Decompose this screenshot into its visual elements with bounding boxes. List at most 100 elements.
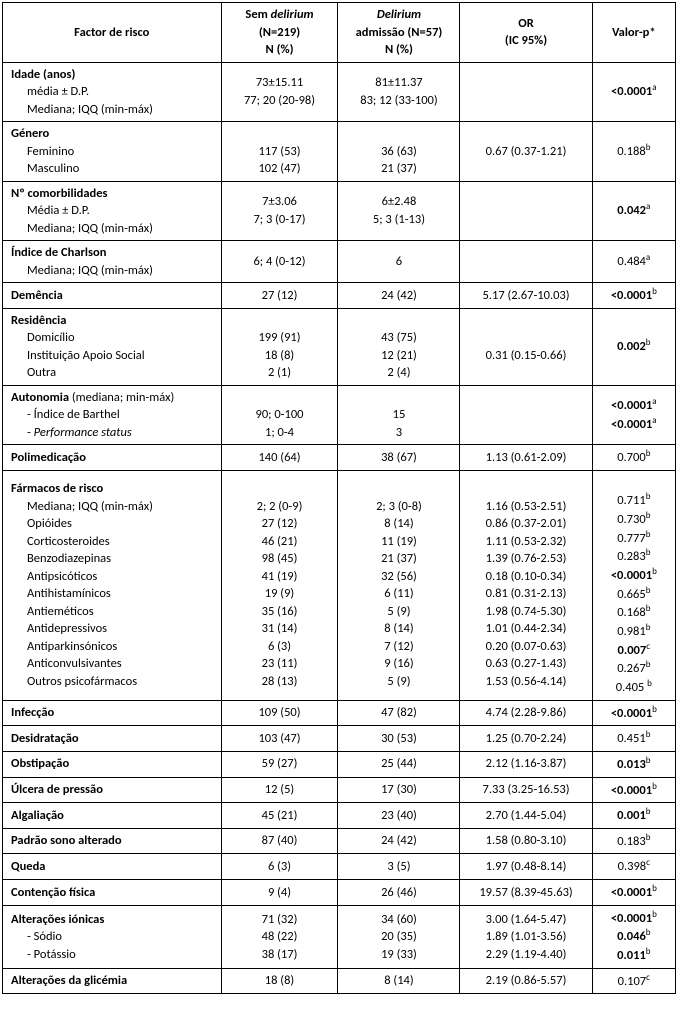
factor-cell: Úlcera de pressão <box>3 777 222 803</box>
del-cell: 43 (75)12 (21)2 (4) <box>338 308 460 385</box>
p-cell: 0.188b <box>592 122 675 182</box>
del-cell: 30 (53) <box>338 726 460 752</box>
table-row: Obstipação59 (27)25 (44)2.12 (1.16-3.87)… <box>3 751 676 777</box>
sem-cell: 73±15.1177; 20 (20-98) <box>221 62 338 122</box>
sem-cell: 7±3.067; 3 (0-17) <box>221 181 338 241</box>
factor-cell: Idade (anos)média ± D.P.Mediana; IQQ (mi… <box>3 62 222 122</box>
factor-cell: Obstipação <box>3 751 222 777</box>
or-cell: 7.33 (3.25-16.53) <box>460 777 592 803</box>
p-cell: <0.0001b <box>592 700 675 726</box>
p-cell: 0.451b <box>592 726 675 752</box>
p-cell: 0.398c <box>592 854 675 880</box>
factor-cell: Desidratação <box>3 726 222 752</box>
factor-cell: Contenção física <box>3 880 222 906</box>
header-factor: Factor de risco <box>3 3 222 63</box>
factor-cell: ResidênciaDomicílioInstituição Apoio Soc… <box>3 308 222 385</box>
table-row: Úlcera de pressão12 (5)17 (30)7.33 (3.25… <box>3 777 676 803</box>
or-cell: 5.17 (2.67-10.03) <box>460 283 592 309</box>
del-cell: 24 (42) <box>338 283 460 309</box>
or-cell: 1.13 (0.61-2.09) <box>460 445 592 471</box>
sem-cell: 45 (21) <box>221 803 338 829</box>
or-cell: 0.67 (0.37-1.21) <box>460 122 592 182</box>
p-cell: <0.0001b <box>592 777 675 803</box>
or-cell <box>460 62 592 122</box>
risk-factors-table: Factor de riscoSem delirium(N=219)N (%)D… <box>2 2 676 994</box>
del-cell: 6±2.485; 3 (1-13) <box>338 181 460 241</box>
p-cell: 0.042a <box>592 181 675 241</box>
p-cell: <0.0001a<0.0001a <box>592 385 675 445</box>
sem-cell: 140 (64) <box>221 445 338 471</box>
table-row: Nº comorbilidadesMédia ± D.P.Mediana; IQ… <box>3 181 676 241</box>
factor-cell: Padrão sono alterado <box>3 828 222 854</box>
p-cell: <0.0001b <box>592 880 675 906</box>
del-cell: 81±11.3783; 12 (33-100) <box>338 62 460 122</box>
header-or: OR(IC 95%) <box>460 3 592 63</box>
table-row: GéneroFemininoMasculino 117 (53)102 (47)… <box>3 122 676 182</box>
sem-cell: 90; 0-1001; 0-4 <box>221 385 338 445</box>
del-cell: 17 (30) <box>338 777 460 803</box>
del-cell: 25 (44) <box>338 751 460 777</box>
factor-cell: GéneroFemininoMasculino <box>3 122 222 182</box>
p-cell: 0.700b <box>592 445 675 471</box>
del-cell: 24 (42) <box>338 828 460 854</box>
header-delirium: Deliriumadmissão (N=57)N (%) <box>338 3 460 63</box>
table-row: Índice de CharlsonMediana; IQQ (min-máx)… <box>3 241 676 283</box>
or-cell: 2.70 (1.44-5.04) <box>460 803 592 829</box>
or-cell: 4.74 (2.28-9.86) <box>460 700 592 726</box>
p-cell: 0.001b <box>592 803 675 829</box>
factor-cell: Algaliação <box>3 803 222 829</box>
del-cell: 34 (60)20 (35)19 (33) <box>338 905 460 968</box>
or-cell: 19.57 (8.39-45.63) <box>460 880 592 906</box>
sem-cell: 12 (5) <box>221 777 338 803</box>
or-cell: 1.16 (0.53-2.51)0.86 (0.37-2.01)1.11 (0.… <box>460 470 592 700</box>
table-row: Alterações da glicémia18 (8)8 (14)2.19 (… <box>3 968 676 994</box>
or-cell: 1.25 (0.70-2.24) <box>460 726 592 752</box>
sem-cell: 9 (4) <box>221 880 338 906</box>
sem-cell: 2; 2 (0-9)27 (12)46 (21)98 (45)41 (19)19… <box>221 470 338 700</box>
sem-cell: 6 (3) <box>221 854 338 880</box>
sem-cell: 27 (12) <box>221 283 338 309</box>
p-cell: 0.711b0.730b0.777b0.283b<0.0001b0.665b0.… <box>592 470 675 700</box>
del-cell: 47 (82) <box>338 700 460 726</box>
table-row: Queda6 (3)3 (5)1.97 (0.48-8.14)0.398c <box>3 854 676 880</box>
p-cell: 0.107c <box>592 968 675 994</box>
sem-cell: 109 (50) <box>221 700 338 726</box>
factor-cell: Índice de CharlsonMediana; IQQ (min-máx) <box>3 241 222 283</box>
factor-cell: Nº comorbilidadesMédia ± D.P.Mediana; IQ… <box>3 181 222 241</box>
or-cell <box>460 241 592 283</box>
del-cell: 8 (14) <box>338 968 460 994</box>
table-row: Desidratação103 (47)30 (53)1.25 (0.70-2.… <box>3 726 676 752</box>
table-row: Polimedicação140 (64)38 (67)1.13 (0.61-2… <box>3 445 676 471</box>
del-cell: 36 (63)21 (37) <box>338 122 460 182</box>
factor-cell: Polimedicação <box>3 445 222 471</box>
p-cell: 0.484a <box>592 241 675 283</box>
p-cell: <0.0001b <box>592 283 675 309</box>
or-cell: 3.00 (1.64-5.47)1.89 (1.01-3.56)2.29 (1.… <box>460 905 592 968</box>
sem-cell: 71 (32)48 (22)38 (17) <box>221 905 338 968</box>
sem-cell: 18 (8) <box>221 968 338 994</box>
del-cell: 23 (40) <box>338 803 460 829</box>
p-cell: 0.002b <box>592 308 675 385</box>
sem-cell: 87 (40) <box>221 828 338 854</box>
or-cell: 1.97 (0.48-8.14) <box>460 854 592 880</box>
factor-cell: Autonomia (mediana; min-máx)- Índice de … <box>3 385 222 445</box>
or-cell <box>460 181 592 241</box>
table-row: Autonomia (mediana; min-máx)- Índice de … <box>3 385 676 445</box>
sem-cell: 103 (47) <box>221 726 338 752</box>
sem-cell: 59 (27) <box>221 751 338 777</box>
table-row: Alterações iónicas- Sódio- Potássio71 (3… <box>3 905 676 968</box>
header-p: Valor-p* <box>592 3 675 63</box>
table-row: Fármacos de riscoMediana; IQQ (min-máx)O… <box>3 470 676 700</box>
factor-cell: Demência <box>3 283 222 309</box>
factor-cell: Alterações da glicémia <box>3 968 222 994</box>
factor-cell: Alterações iónicas- Sódio- Potássio <box>3 905 222 968</box>
or-cell: 0.31 (0.15-0.66) <box>460 308 592 385</box>
del-cell: 2; 3 (0-8)8 (14)11 (19)21 (37)32 (56)6 (… <box>338 470 460 700</box>
del-cell: 3 (5) <box>338 854 460 880</box>
header-sem: Sem delirium(N=219)N (%) <box>221 3 338 63</box>
or-cell: 1.58 (0.80-3.10) <box>460 828 592 854</box>
del-cell: 38 (67) <box>338 445 460 471</box>
del-cell: 153 <box>338 385 460 445</box>
table-row: Padrão sono alterado87 (40)24 (42)1.58 (… <box>3 828 676 854</box>
table-row: Infecção109 (50)47 (82)4.74 (2.28-9.86)<… <box>3 700 676 726</box>
